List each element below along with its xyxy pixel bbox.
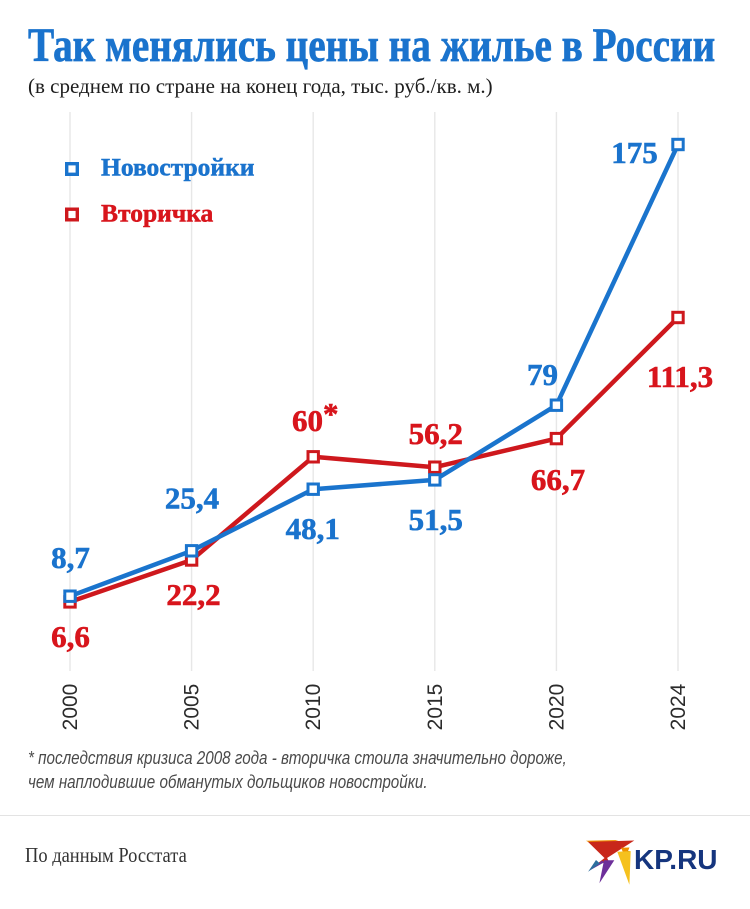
svg-text:2020: 2020 [545, 684, 568, 731]
svg-text:2015: 2015 [424, 684, 447, 731]
svg-text:25,4: 25,4 [165, 481, 219, 516]
svg-text:175: 175 [611, 135, 658, 170]
svg-text:51,5: 51,5 [409, 502, 463, 537]
svg-text:79: 79 [527, 357, 558, 392]
svg-text:Вторичка: Вторичка [101, 199, 214, 228]
svg-text:2010: 2010 [302, 684, 325, 731]
svg-text:Новостройки: Новостройки [101, 153, 255, 182]
svg-text:8,7: 8,7 [51, 540, 90, 575]
svg-text:2005: 2005 [181, 684, 204, 731]
svg-text:66,7: 66,7 [531, 462, 585, 497]
svg-text:2024: 2024 [667, 683, 690, 730]
svg-text:56,2: 56,2 [409, 416, 463, 451]
svg-text:22,2: 22,2 [166, 577, 220, 612]
svg-text:48,1: 48,1 [286, 511, 340, 546]
svg-text:6,6: 6,6 [51, 619, 90, 654]
svg-text:2000: 2000 [59, 684, 82, 731]
svg-text:60*: 60* [292, 396, 339, 438]
svg-text:111,3: 111,3 [647, 359, 713, 394]
